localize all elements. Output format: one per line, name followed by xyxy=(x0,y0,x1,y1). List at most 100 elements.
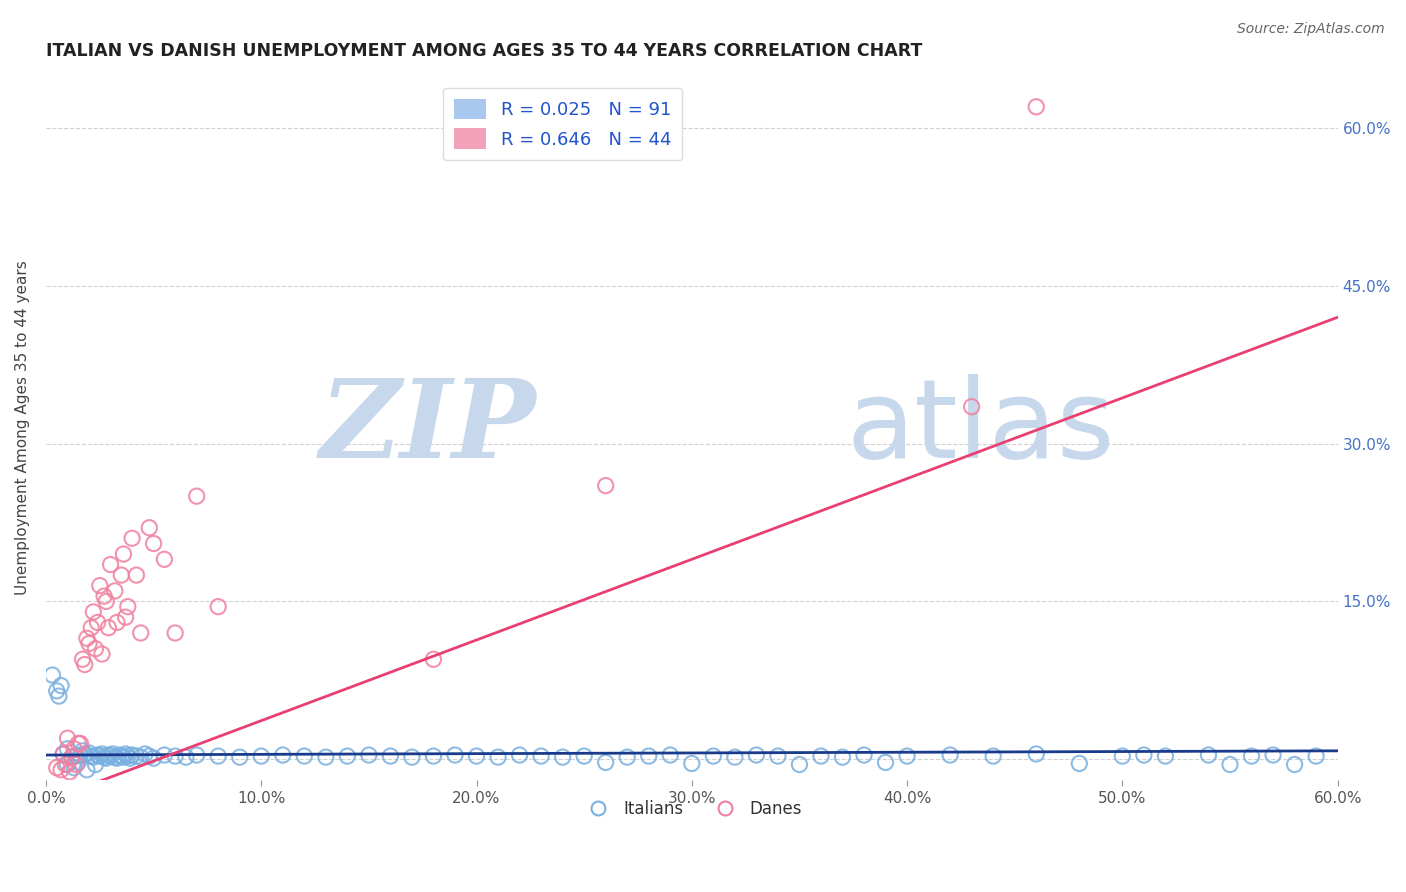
Point xyxy=(551,750,574,764)
Point xyxy=(228,750,250,764)
Point xyxy=(110,568,132,582)
Point xyxy=(380,749,402,764)
Point xyxy=(134,747,156,761)
Point xyxy=(444,747,467,762)
Point xyxy=(69,736,91,750)
Point xyxy=(91,747,114,761)
Text: atlas: atlas xyxy=(846,375,1115,482)
Point xyxy=(1133,747,1156,762)
Point xyxy=(1025,100,1047,114)
Point xyxy=(125,749,148,764)
Point xyxy=(67,736,90,750)
Point xyxy=(72,744,94,758)
Point xyxy=(112,750,135,764)
Point xyxy=(93,589,115,603)
Point xyxy=(1305,749,1327,764)
Point xyxy=(100,558,122,572)
Point xyxy=(91,647,114,661)
Point xyxy=(766,749,789,764)
Point xyxy=(121,747,143,762)
Point xyxy=(45,683,67,698)
Point xyxy=(896,749,918,764)
Point xyxy=(49,763,72,777)
Point xyxy=(56,757,79,772)
Point xyxy=(129,750,152,764)
Point xyxy=(165,626,187,640)
Point xyxy=(960,400,983,414)
Point xyxy=(465,749,488,764)
Point xyxy=(745,747,768,762)
Point xyxy=(89,749,111,764)
Point xyxy=(73,657,96,672)
Point xyxy=(336,749,359,764)
Point xyxy=(67,756,90,770)
Point xyxy=(1284,757,1306,772)
Point xyxy=(1154,749,1177,764)
Legend: Italians, Danes: Italians, Danes xyxy=(575,794,808,825)
Point xyxy=(114,610,136,624)
Point xyxy=(681,756,703,771)
Point xyxy=(82,750,104,764)
Point xyxy=(52,747,75,761)
Point xyxy=(93,750,115,764)
Point xyxy=(117,749,139,764)
Point xyxy=(76,763,98,777)
Point xyxy=(357,747,380,762)
Point xyxy=(110,749,132,764)
Point xyxy=(108,747,131,762)
Point xyxy=(73,747,96,761)
Point xyxy=(84,757,107,772)
Point xyxy=(101,747,124,761)
Point xyxy=(724,750,747,764)
Point xyxy=(1219,757,1241,772)
Point xyxy=(121,531,143,545)
Point xyxy=(138,521,160,535)
Point xyxy=(41,668,63,682)
Point xyxy=(82,605,104,619)
Point xyxy=(422,749,444,764)
Point xyxy=(142,751,165,765)
Point xyxy=(401,750,423,764)
Point xyxy=(186,747,208,762)
Point xyxy=(80,749,103,764)
Point xyxy=(831,750,853,764)
Point xyxy=(659,747,682,762)
Point xyxy=(86,615,108,630)
Point xyxy=(789,757,811,772)
Point xyxy=(65,757,87,772)
Point xyxy=(53,757,76,772)
Point xyxy=(65,749,87,764)
Point xyxy=(60,750,83,764)
Point xyxy=(104,750,127,764)
Point xyxy=(104,583,127,598)
Point xyxy=(1025,747,1047,761)
Point xyxy=(271,747,294,762)
Point xyxy=(595,478,617,492)
Point xyxy=(49,679,72,693)
Point xyxy=(112,547,135,561)
Point xyxy=(129,626,152,640)
Point xyxy=(637,749,659,764)
Text: Source: ZipAtlas.com: Source: ZipAtlas.com xyxy=(1237,22,1385,37)
Point xyxy=(59,764,82,779)
Point xyxy=(76,632,98,646)
Point xyxy=(702,749,724,764)
Point xyxy=(69,747,91,762)
Point xyxy=(105,615,128,630)
Point xyxy=(97,747,120,762)
Point xyxy=(117,599,139,614)
Point xyxy=(96,594,118,608)
Point xyxy=(486,750,509,764)
Point xyxy=(875,756,897,770)
Point xyxy=(52,747,75,761)
Point xyxy=(77,746,100,760)
Point xyxy=(186,489,208,503)
Point xyxy=(56,731,79,746)
Point xyxy=(45,761,67,775)
Point xyxy=(207,599,229,614)
Point xyxy=(165,749,187,764)
Point xyxy=(77,636,100,650)
Point xyxy=(100,749,122,764)
Point xyxy=(84,641,107,656)
Point xyxy=(616,750,638,764)
